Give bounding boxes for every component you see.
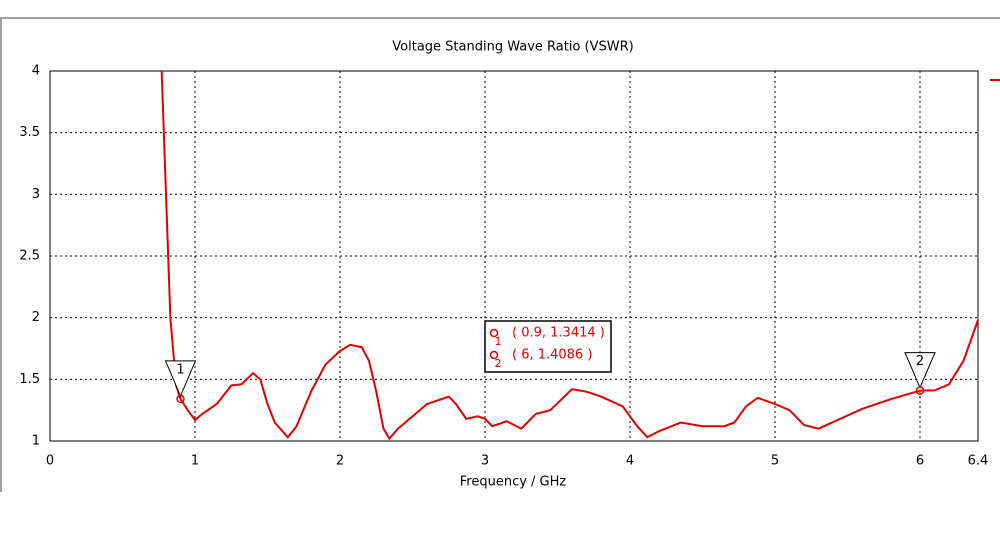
marker-point: [915, 386, 925, 395]
x-tick-label: 6: [916, 454, 924, 469]
chart-title: Voltage Standing Wave Ratio (VSWR): [392, 40, 633, 55]
marker-point: [176, 394, 185, 404]
marker-icon-number: 2: [495, 357, 502, 370]
marker-flag: [904, 352, 936, 389]
x-tick-label: 4: [626, 454, 634, 469]
x-tick-label: 1: [191, 454, 199, 469]
x-axis-label: Frequency / GHz: [460, 475, 567, 490]
marker-readout: ( 0.9, 1.3414 ): [512, 326, 605, 341]
y-tick-label: 3: [32, 187, 40, 202]
marker-number: 2: [916, 354, 924, 369]
y-tick-label: 4: [32, 64, 40, 79]
data-line: [160, 70, 979, 441]
marker-flag: [164, 360, 197, 398]
plot-border: [49, 70, 979, 442]
marker-icon: [489, 328, 499, 338]
x-tick-label: 5: [771, 454, 779, 469]
x-tick-label: 2: [336, 454, 344, 469]
x-tick-label: 0: [46, 454, 54, 469]
x-tick-label: 6.4: [968, 454, 989, 469]
marker-box: 1 ( 0.9, 1.3414 ) 2 ( 6, 1.4086 ): [484, 320, 612, 373]
marker-number: 1: [176, 362, 184, 377]
marker-box-frame: [484, 320, 612, 373]
marker-icon: [489, 350, 499, 360]
y-tick-label: 3.5: [19, 125, 40, 140]
y-tick-label: 1: [32, 434, 40, 449]
x-tick-label: 3: [481, 454, 489, 469]
marker-readout: ( 6, 1.4086 ): [512, 348, 592, 363]
marker-icon-number: 1: [495, 335, 502, 348]
y-tick-label: 2: [32, 310, 40, 325]
y-tick-label: 2.5: [19, 249, 40, 264]
y-tick-label: 1.5: [19, 372, 40, 387]
